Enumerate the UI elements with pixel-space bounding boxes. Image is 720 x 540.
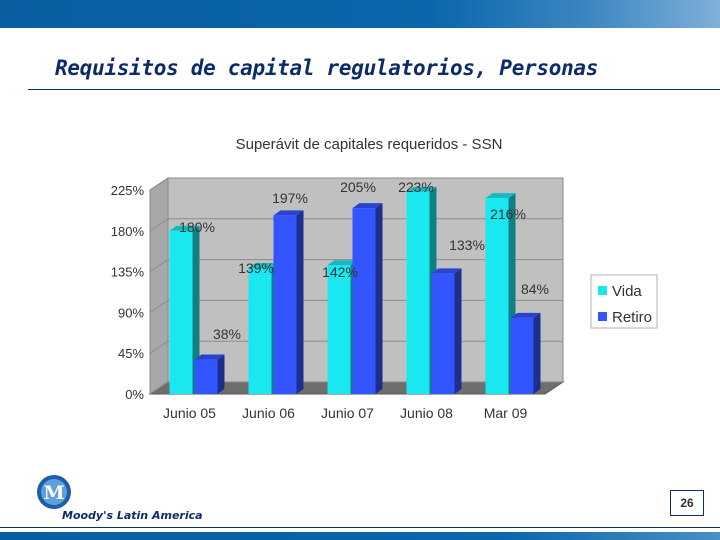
y-tick-label: 90% (118, 305, 144, 320)
data-label: 142% (322, 264, 358, 280)
data-label: 139% (238, 260, 274, 276)
legend-label: Retiro (612, 309, 652, 326)
chart-side-wall (149, 177, 169, 395)
bar-retiro (510, 317, 534, 394)
brand-name: Moody's Latin America (62, 509, 203, 522)
bar-side (192, 225, 200, 394)
data-label: 216% (490, 206, 526, 222)
data-label: 205% (340, 179, 376, 195)
gridline (149, 177, 563, 191)
x-tick-label: Junio 06 (242, 405, 295, 421)
bar-side (375, 203, 383, 394)
data-label: 180% (179, 219, 215, 235)
svg-text:M: M (43, 482, 64, 504)
slide-title: Requisitos de capital regulatorios, Pers… (55, 56, 599, 80)
legend-swatch-retiro (598, 312, 607, 321)
bar-top (406, 186, 437, 192)
top-banner (0, 0, 720, 28)
footer-divider (0, 527, 720, 528)
x-tick-label: Junio 05 (163, 405, 216, 421)
bar-top (248, 262, 279, 268)
bar-retiro (194, 359, 218, 394)
bar-top (352, 203, 383, 209)
bar-vida (485, 198, 509, 394)
page-number: 26 (670, 490, 704, 516)
bar-top (169, 225, 200, 231)
bar-vida (406, 191, 430, 394)
data-label: 133% (449, 237, 485, 253)
data-label: 197% (272, 190, 308, 206)
bar-retiro (431, 273, 455, 394)
bar-top (327, 260, 358, 266)
title-divider (28, 89, 720, 90)
moodys-logo-icon: M (37, 475, 71, 509)
bar-vida (169, 230, 193, 394)
bar-top (431, 268, 462, 274)
bar-vida (248, 267, 272, 394)
bar-top (485, 193, 516, 199)
bottom-banner (0, 532, 720, 540)
y-tick-label: 225% (111, 183, 145, 198)
bar-side (454, 268, 462, 394)
bar-vida (327, 265, 351, 394)
bar-retiro (273, 215, 297, 394)
x-tick-label: Mar 09 (484, 405, 528, 421)
bar-top (273, 210, 304, 216)
bar-top (510, 312, 541, 318)
y-tick-label: 0% (125, 387, 144, 402)
bar-side (533, 312, 541, 394)
x-tick-label: Junio 07 (321, 405, 374, 421)
legend-swatch-vida (598, 286, 607, 295)
x-tick-label: Junio 08 (400, 405, 453, 421)
bar-top (194, 354, 225, 360)
y-tick-label: 135% (111, 265, 145, 280)
bar-retiro (352, 208, 376, 394)
data-label: 38% (213, 326, 241, 342)
chart-title: Superávit de capitales requeridos - SSN (236, 136, 503, 153)
legend-label: Vida (612, 283, 642, 300)
bar-side (217, 354, 225, 394)
bar-side (296, 210, 304, 394)
data-label: 223% (398, 179, 434, 195)
y-tick-label: 45% (118, 346, 144, 361)
y-tick-label: 180% (111, 224, 145, 239)
data-label: 84% (521, 281, 549, 297)
